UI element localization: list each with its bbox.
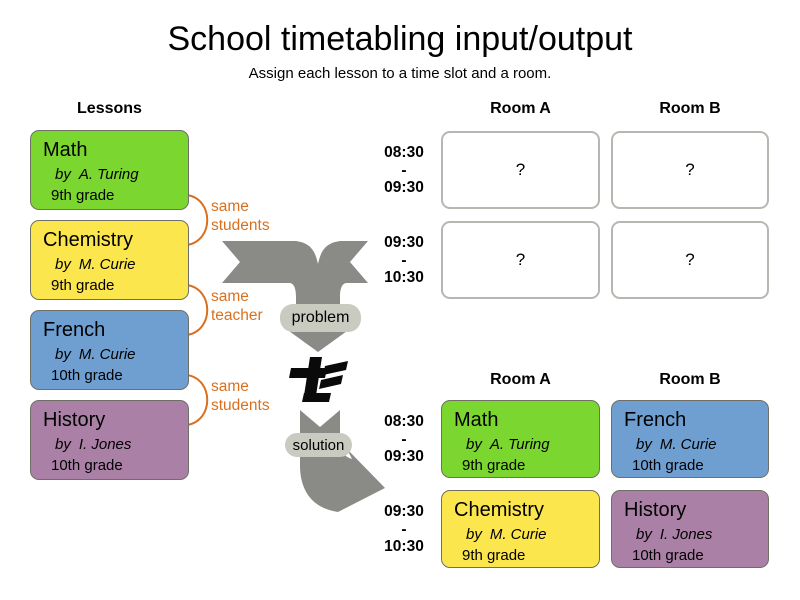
timeslot-separator: - <box>401 520 407 538</box>
lesson-teacher-line: by M. Curie <box>636 435 762 454</box>
lesson-subject: French <box>624 409 687 431</box>
lesson-grade: 9th grade <box>462 457 526 474</box>
input-cell-slot2-room-a: ? <box>441 221 600 299</box>
constraint-line: students <box>211 217 270 234</box>
page-title: School timetabling input/output <box>167 20 633 58</box>
constraint-line: students <box>211 397 270 414</box>
solution-curve-arrow <box>300 410 385 512</box>
lesson-grade: 10th grade <box>632 547 704 564</box>
logo-foot <box>302 393 331 402</box>
timeslot-end: 09:30 <box>384 448 424 465</box>
lesson-card-math: Math by A. Turing 9th grade <box>30 130 189 210</box>
lesson-teacher-line: by M. Curie <box>55 345 182 364</box>
input-room-a-header: Room A <box>490 100 551 117</box>
timeslot-separator: - <box>401 161 407 179</box>
by-label: by <box>466 436 482 453</box>
unassigned-mark: ? <box>515 250 526 269</box>
constraint-brace-same-teacher <box>186 284 209 336</box>
lesson-grade: 9th grade <box>462 547 526 564</box>
lesson-grade: 10th grade <box>632 457 704 474</box>
lesson-grade: 10th grade <box>51 367 123 384</box>
lesson-card-chemistry: Chemistry by M. Curie 9th grade <box>30 220 189 300</box>
timeslot-start: 08:30 <box>384 413 424 430</box>
problem-pill-label: problem <box>291 309 350 326</box>
by-label: by <box>55 436 71 453</box>
constraint-line: teacher <box>211 307 263 324</box>
solution-pill-label: solution <box>292 436 345 454</box>
by-label: by <box>636 436 652 453</box>
timeslot-start: 09:30 <box>384 234 424 251</box>
lesson-grade: 9th grade <box>51 187 115 204</box>
lesson-grade: 10th grade <box>51 457 123 474</box>
teacher-name: M. Curie <box>78 256 136 273</box>
teacher-name: I. Jones <box>78 436 132 453</box>
lesson-subject: French <box>43 319 106 341</box>
lesson-subject: History <box>624 499 687 521</box>
output-card-chemistry: Chemistry by M. Curie 9th grade <box>441 490 600 568</box>
constraint-label-same-students-2: same students <box>211 377 306 415</box>
input-timeslot-1: 08:30 - 09:30 <box>374 144 434 197</box>
timeslot-start: 08:30 <box>384 144 424 161</box>
output-card-math: Math by A. Turing 9th grade <box>441 400 600 478</box>
lesson-subject: Chemistry <box>454 499 545 521</box>
logo-dash-top <box>323 361 348 375</box>
by-label: by <box>55 256 71 273</box>
lesson-card-history: History by I. Jones 10th grade <box>30 400 189 480</box>
by-label: by <box>55 166 71 183</box>
teacher-name: M. Curie <box>489 526 547 543</box>
input-cell-slot1-room-a: ? <box>441 131 600 209</box>
constraint-brace-same-students-1 <box>186 194 209 246</box>
timeslot-end: 10:30 <box>384 269 424 286</box>
by-label: by <box>466 526 482 543</box>
output-timeslot-2: 09:30 - 10:30 <box>374 503 434 556</box>
page-subtitle: Assign each lesson to a time slot and a … <box>248 65 552 82</box>
lesson-teacher-line: by M. Curie <box>466 525 593 544</box>
teacher-name: M. Curie <box>659 436 717 453</box>
input-timeslot-2: 09:30 - 10:30 <box>374 234 434 287</box>
lesson-teacher-line: by A. Turing <box>55 165 182 184</box>
teacher-name: M. Curie <box>78 346 136 363</box>
problem-pill: problem <box>280 304 361 332</box>
timeslot-end: 10:30 <box>384 538 424 555</box>
lesson-teacher-line: by M. Curie <box>55 255 182 274</box>
teacher-name: I. Jones <box>659 526 713 543</box>
constraint-label-same-teacher: same teacher <box>211 287 306 325</box>
input-cell-slot2-room-b: ? <box>611 221 769 299</box>
by-label: by <box>55 346 71 363</box>
timeslot-separator: - <box>401 430 407 448</box>
output-room-a-header: Room A <box>490 371 551 388</box>
timeslot-end: 09:30 <box>384 179 424 196</box>
lessons-header: Lessons <box>77 100 142 117</box>
input-room-b-header: Room B <box>659 100 721 117</box>
lesson-subject: Chemistry <box>43 229 134 251</box>
lesson-subject: Math <box>454 409 499 431</box>
unassigned-mark: ? <box>685 160 695 179</box>
lesson-card-french: French by M. Curie 10th grade <box>30 310 189 390</box>
constraint-brace-same-students-2 <box>186 374 209 426</box>
output-card-history: History by I. Jones 10th grade <box>611 490 769 568</box>
lesson-subject: Math <box>43 139 88 161</box>
timeslot-start: 09:30 <box>384 503 424 520</box>
lesson-teacher-line: by I. Jones <box>636 525 762 544</box>
input-cell-slot1-room-b: ? <box>611 131 769 209</box>
logo-dash-bottom <box>319 375 343 389</box>
teacher-name: A. Turing <box>489 436 550 453</box>
lesson-teacher-line: by A. Turing <box>466 435 593 454</box>
solution-pill: solution <box>285 433 352 457</box>
output-card-french: French by M. Curie 10th grade <box>611 400 769 478</box>
unassigned-mark: ? <box>685 250 695 269</box>
output-room-b-header: Room B <box>659 371 721 388</box>
timeslot-separator: - <box>401 251 407 269</box>
lesson-subject: History <box>43 409 106 431</box>
unassigned-mark: ? <box>515 160 526 179</box>
lesson-teacher-line: by I. Jones <box>55 435 182 454</box>
constraint-line: same <box>211 198 249 215</box>
lesson-grade: 9th grade <box>51 277 115 294</box>
constraint-line: same <box>211 378 249 395</box>
by-label: by <box>636 526 652 543</box>
output-timeslot-1: 08:30 - 09:30 <box>374 413 434 466</box>
teacher-name: A. Turing <box>78 166 139 183</box>
constraint-line: same <box>211 288 249 305</box>
constraint-label-same-students-1: same students <box>211 197 306 235</box>
